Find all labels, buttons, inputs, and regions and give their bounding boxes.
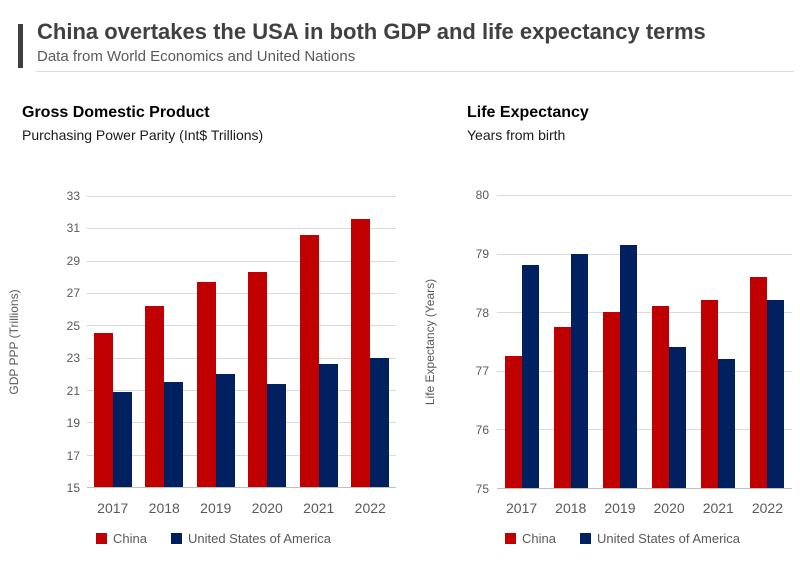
gridline (87, 196, 396, 197)
legend-item: China (96, 531, 147, 546)
gdp-chart: Gross Domestic Product Purchasing Power … (7, 104, 400, 564)
y-axis-tick-label: 80 (475, 188, 489, 202)
x-axis-label: 2022 (751, 500, 784, 516)
y-axis-tick-label: 77 (475, 364, 489, 379)
gridline (497, 312, 792, 314)
bar-china-2020 (248, 271, 268, 487)
gridline (497, 195, 792, 196)
bar-china-2021 (299, 234, 319, 487)
bar-united-states-of-america-2017 (112, 391, 132, 487)
legend: China United States of America (505, 531, 740, 546)
bar-china-2022 (351, 218, 371, 487)
bar-united-states-of-america-2021 (718, 359, 736, 488)
gridline (87, 454, 396, 456)
gridline (87, 422, 396, 424)
x-axis-label: 2020 (653, 500, 685, 516)
y-axis-tick-label: 75 (475, 482, 489, 496)
y-axis-tick-label: 79 (475, 246, 489, 261)
legend-swatch-icon (96, 533, 107, 544)
header-divider (36, 71, 794, 72)
legend-swatch-icon (170, 533, 182, 544)
x-axis-label: 2019 (604, 500, 636, 516)
y-axis-tick-label: 76 (475, 423, 489, 438)
legend-item: China (505, 531, 556, 546)
legend-label: China (522, 531, 556, 546)
legend-label: United States of America (596, 531, 741, 546)
y-axis-tick-labels: 15 17 19 21 23 25 27 29 31 33 (22, 189, 80, 495)
y-axis-tick-label: 15 (66, 481, 80, 495)
y-axis-tick-label: 27 (66, 286, 80, 301)
bar-united-states-of-america-2019 (215, 373, 235, 487)
page-title: China overtakes the USA in both GDP and … (37, 19, 706, 44)
bar-united-states-of-america-2022 (767, 300, 785, 488)
bar-china-2022 (750, 277, 768, 488)
bar-china-2019 (602, 312, 620, 488)
y-axis-tick-label: 25 (66, 318, 80, 333)
chart-subtitle: Purchasing Power Parity (Int$ Trillions) (22, 127, 264, 143)
bar-united-states-of-america-2020 (669, 347, 687, 488)
bar-china-2021 (701, 300, 719, 488)
bar-united-states-of-america-2022 (370, 357, 390, 487)
gridline (87, 390, 396, 391)
gridline (497, 429, 792, 431)
x-axis-label: 2018 (555, 500, 587, 516)
x-axis-label: 2017 (97, 500, 129, 516)
legend-swatch-icon (579, 533, 591, 544)
legend-label: United States of America (187, 531, 332, 546)
bar-united-states-of-america-2020 (267, 383, 287, 487)
header-accent-bar (18, 24, 23, 68)
x-axis-labels: 2017 2018 2019 2020 2021 2022 (497, 500, 792, 516)
chart-title: Gross Domestic Product (22, 104, 210, 121)
legend-item: United States of America (170, 531, 332, 546)
bar-china-2020 (652, 306, 670, 488)
gridline (497, 370, 792, 372)
legend-label: China (113, 531, 147, 546)
y-axis-tick-label: 78 (475, 305, 489, 320)
gridline (87, 228, 396, 230)
y-axis-tick-label: 23 (66, 351, 80, 366)
plot-area (497, 195, 792, 489)
x-axis-label: 2020 (251, 500, 283, 516)
bar-united-states-of-america-2018 (164, 381, 184, 487)
y-axis-title: GDP PPP (Trillions) (7, 289, 21, 395)
bar-china-2017 (93, 333, 113, 487)
x-axis-label: 2021 (702, 500, 734, 516)
x-axis-label: 2019 (200, 500, 232, 516)
bar-united-states-of-america-2019 (619, 244, 637, 488)
y-axis-title: Life Expectancy (Years) (423, 278, 437, 406)
y-axis-tick-labels: 75 76 77 78 79 80 (467, 188, 489, 496)
plot-area (87, 196, 396, 488)
y-axis-tick-label: 29 (66, 253, 80, 268)
bar-china-2017 (504, 356, 522, 488)
bar-china-2018 (553, 326, 571, 488)
bar-china-2019 (196, 281, 216, 487)
legend-item: United States of America (579, 531, 741, 546)
legend: China United States of America (96, 531, 331, 546)
x-axis-labels: 2017 2018 2019 2020 2021 2022 (87, 500, 396, 516)
chart-title: Life Expectancy (467, 104, 589, 121)
y-axis-tick-label: 33 (66, 189, 80, 203)
gridline (87, 260, 396, 262)
bar-united-states-of-america-2021 (318, 364, 338, 487)
bar-united-states-of-america-2017 (521, 265, 539, 488)
bar-china-2018 (145, 305, 165, 487)
x-axis-label: 2021 (303, 500, 335, 516)
y-axis-tick-label: 19 (66, 416, 80, 431)
gridline (497, 253, 792, 255)
y-axis-tick-label: 21 (66, 383, 80, 398)
gridline (87, 325, 396, 327)
life-expectancy-chart: Life Expectancy Years from birth Life Ex… (423, 104, 800, 564)
chart-subtitle: Years from birth (467, 127, 566, 143)
legend-swatch-icon (505, 533, 516, 544)
x-axis-label: 2018 (148, 500, 180, 516)
page-subtitle: Data from World Economics and United Nat… (37, 48, 356, 65)
gridline (87, 293, 396, 294)
bar-united-states-of-america-2018 (570, 253, 588, 488)
y-axis-tick-label: 17 (66, 448, 80, 463)
y-axis-tick-label: 31 (66, 221, 80, 236)
gridline (87, 357, 396, 359)
x-axis-label: 2017 (506, 500, 538, 516)
x-axis-label: 2022 (354, 500, 386, 516)
